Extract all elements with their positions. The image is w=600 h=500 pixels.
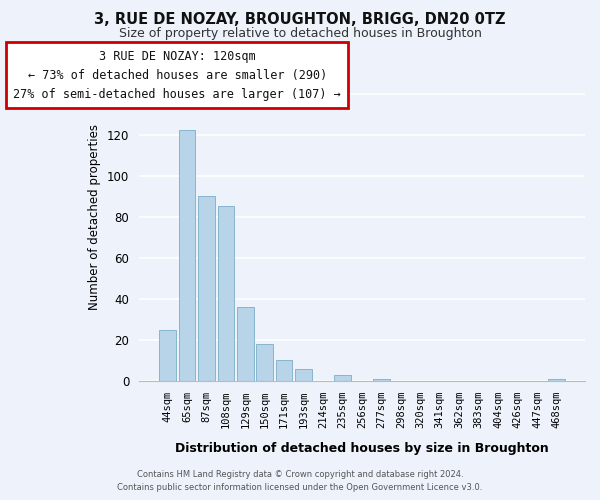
Bar — [373, 379, 390, 381]
Text: Contains HM Land Registry data © Crown copyright and database right 2024.
Contai: Contains HM Land Registry data © Crown c… — [118, 470, 482, 492]
Bar — [334, 374, 351, 381]
Bar — [198, 196, 215, 381]
Bar — [276, 360, 292, 381]
Y-axis label: Number of detached properties: Number of detached properties — [88, 124, 101, 310]
X-axis label: Distribution of detached houses by size in Broughton: Distribution of detached houses by size … — [175, 442, 549, 455]
Bar — [237, 307, 254, 381]
Text: Size of property relative to detached houses in Broughton: Size of property relative to detached ho… — [119, 28, 481, 40]
Bar — [179, 130, 195, 381]
Bar — [548, 379, 565, 381]
Bar — [218, 206, 234, 381]
Text: 3 RUE DE NOZAY: 120sqm
← 73% of detached houses are smaller (290)
27% of semi-de: 3 RUE DE NOZAY: 120sqm ← 73% of detached… — [13, 50, 341, 100]
Text: 3, RUE DE NOZAY, BROUGHTON, BRIGG, DN20 0TZ: 3, RUE DE NOZAY, BROUGHTON, BRIGG, DN20 … — [94, 12, 506, 28]
Bar — [159, 330, 176, 381]
Bar — [295, 368, 312, 381]
Bar — [256, 344, 273, 381]
